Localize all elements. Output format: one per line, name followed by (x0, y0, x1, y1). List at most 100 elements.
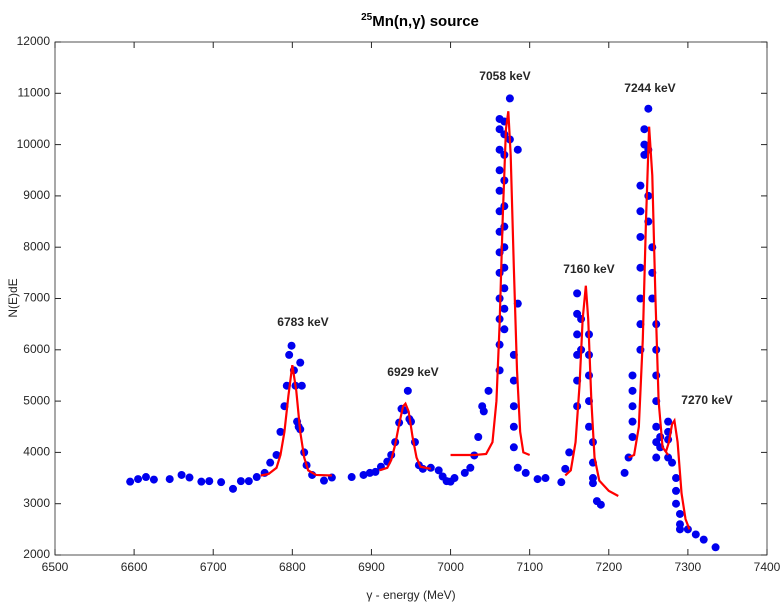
data-point (596, 500, 605, 509)
data-point (636, 232, 645, 241)
data-point (699, 535, 708, 544)
y-tick-label: 3000 (23, 496, 50, 510)
data-point (177, 470, 186, 479)
data-point (450, 474, 459, 483)
data-point (675, 525, 684, 534)
x-tick-label: 6700 (200, 560, 227, 574)
y-axis-label: N(E)dE (6, 278, 20, 317)
data-point (585, 422, 593, 431)
peak-annotation: 7058 keV (479, 69, 530, 83)
data-point (588, 479, 597, 488)
data-point (141, 473, 150, 482)
data-point (495, 125, 504, 134)
data-point (266, 458, 275, 467)
data-point (500, 304, 509, 313)
y-tick-label: 6000 (23, 342, 50, 356)
data-point (272, 450, 281, 459)
data-point (495, 186, 504, 195)
x-tick-label: 6600 (121, 560, 148, 574)
fit-line (260, 111, 691, 530)
data-point (371, 467, 380, 476)
data-point (500, 284, 509, 293)
data-point (628, 402, 637, 411)
title-superscript: 25 (361, 12, 373, 23)
data-point (644, 191, 653, 200)
y-tick-label: 5000 (23, 393, 50, 407)
y-tick-label: 9000 (23, 188, 50, 202)
data-point (711, 543, 720, 552)
data-point (533, 475, 542, 484)
y-tick-label: 11000 (18, 85, 51, 99)
data-point (296, 358, 305, 367)
y-tick-label: 4000 (23, 445, 50, 459)
x-tick-label: 7200 (595, 560, 622, 574)
data-point (691, 530, 700, 539)
chart-title: 25Mn(n,γ) source (361, 12, 479, 30)
data-point (664, 417, 673, 426)
data-point (434, 466, 443, 475)
data-point (668, 458, 677, 467)
data-point (500, 325, 509, 334)
data-point (500, 202, 509, 211)
data-point (297, 381, 306, 390)
data-point (573, 289, 582, 298)
data-point (675, 509, 684, 518)
data-point (484, 386, 493, 395)
data-point (509, 376, 518, 385)
data-point (509, 422, 518, 431)
data-point (495, 207, 504, 216)
plot-frame (54, 41, 768, 556)
data-point (285, 350, 294, 359)
data-point (495, 166, 504, 175)
data-point (495, 145, 504, 154)
data-point (521, 468, 530, 477)
data-point (636, 294, 645, 303)
x-tick-label: 7300 (675, 560, 702, 574)
data-point (620, 468, 629, 477)
data-point (672, 499, 681, 508)
data-point (628, 371, 637, 380)
data-point (403, 386, 412, 395)
data-point (628, 386, 637, 395)
peak-annotation: 6783 keV (277, 315, 328, 329)
data-point (505, 94, 514, 103)
data-point (149, 475, 158, 484)
data-point (134, 475, 143, 484)
peak-annotation: 6929 keV (387, 365, 438, 379)
data-point (557, 478, 566, 487)
y-tick-label: 2000 (23, 547, 50, 561)
data-point (236, 477, 245, 486)
y-tick-label: 8000 (23, 239, 50, 253)
x-tick-label: 7000 (437, 560, 464, 574)
data-point (640, 125, 649, 134)
data-point (205, 477, 214, 486)
x-tick-label: 6500 (42, 560, 69, 574)
x-tick-label: 6800 (279, 560, 306, 574)
data-point (648, 294, 657, 303)
data-point (585, 371, 593, 380)
data-point (347, 473, 356, 482)
data-point (565, 448, 574, 457)
data-point (460, 468, 469, 477)
x-tick-label: 6900 (358, 560, 385, 574)
data-point (652, 371, 661, 380)
x-tick-label: 7100 (516, 560, 543, 574)
data-point (636, 181, 645, 190)
peak-annotation: 7244 keV (624, 81, 675, 95)
data-point (359, 470, 368, 479)
x-axis-label: γ - energy (MeV) (366, 588, 455, 602)
data-point (628, 417, 637, 426)
data-point (126, 477, 135, 486)
data-point (509, 443, 518, 452)
data-point (652, 422, 661, 431)
data-point (319, 476, 328, 485)
data-point (479, 407, 488, 416)
data-point (276, 427, 285, 436)
peak-annotation: 7160 keV (563, 262, 614, 276)
y-tick-label: 12000 (17, 34, 51, 48)
peak-annotation: 7270 keV (681, 393, 732, 407)
data-point (509, 402, 518, 411)
data-point (573, 330, 582, 339)
y-tick-label: 10000 (17, 137, 51, 151)
